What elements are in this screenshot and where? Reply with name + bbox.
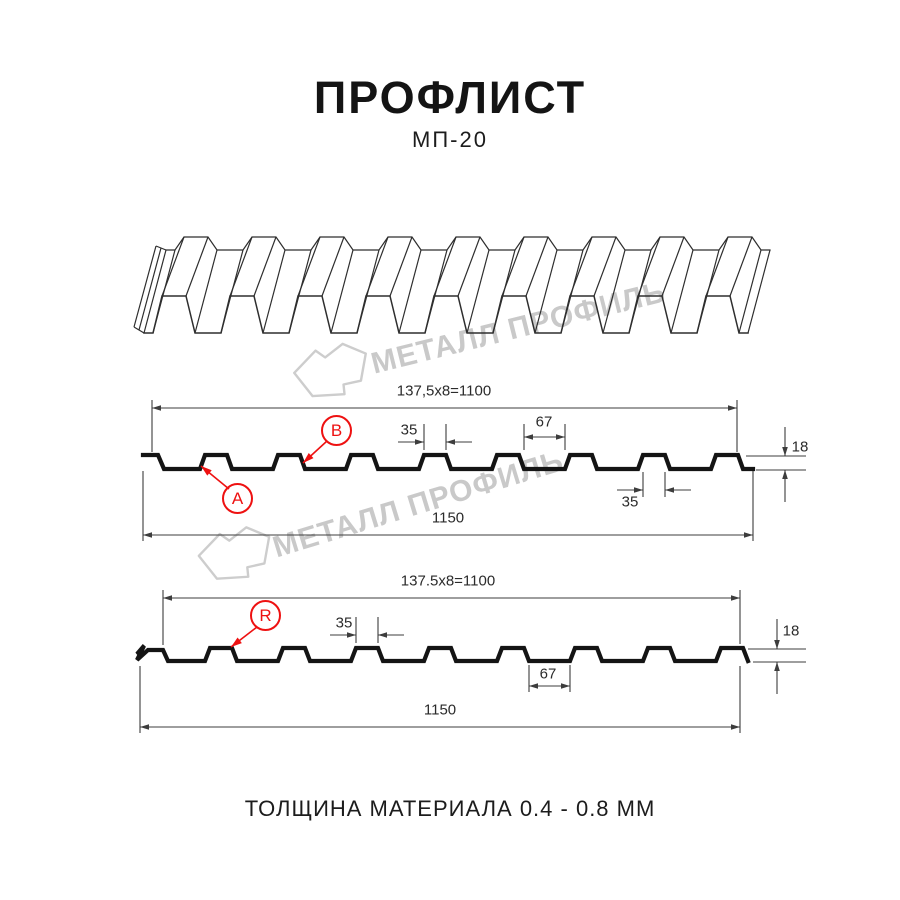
dim-working-width-a-label: 137,5x8=1100 xyxy=(396,382,492,400)
watermark-logo-icon xyxy=(197,526,271,580)
dim-crest-width-a2-label: 35 xyxy=(621,493,639,511)
dim-valley-width-a-label: 67 xyxy=(535,413,553,431)
dim-overall-width-a-label: 1150 xyxy=(431,509,465,527)
dim-valley-width-r-label: 67 xyxy=(539,665,557,683)
product-model: МП-20 xyxy=(412,127,488,152)
dim-height-a-label: 18 xyxy=(791,438,809,456)
marker-a-badge: A xyxy=(222,483,253,514)
marker-r-badge: R xyxy=(250,600,281,631)
dim-crest-width-r-label: 35 xyxy=(335,614,353,632)
material-thickness-note: ТОЛЩИНА МАТЕРИАЛА 0.4 - 0.8 ММ xyxy=(244,796,656,821)
dim-working-width-r-label: 137.5x8=1100 xyxy=(400,572,496,590)
marker-b-badge: B xyxy=(321,415,352,446)
page-title: ПРОФЛИСТ xyxy=(313,72,587,123)
dim-overall-width-r-label: 1150 xyxy=(423,701,457,719)
dim-height-r-label: 18 xyxy=(782,622,800,640)
dim-crest-width-a-label: 35 xyxy=(400,421,418,439)
watermark-logo-icon xyxy=(293,342,367,398)
